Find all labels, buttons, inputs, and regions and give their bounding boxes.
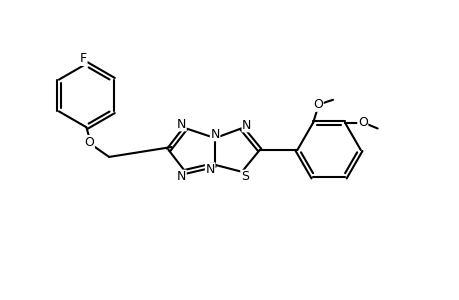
Text: S: S (241, 170, 248, 183)
Text: N: N (241, 119, 251, 132)
Text: N: N (176, 170, 186, 183)
Text: O: O (313, 98, 322, 111)
Text: O: O (84, 136, 94, 148)
Text: F: F (79, 52, 87, 65)
Text: N: N (210, 128, 219, 141)
Text: N: N (176, 118, 186, 131)
Text: O: O (357, 116, 367, 129)
Text: N: N (205, 163, 214, 176)
